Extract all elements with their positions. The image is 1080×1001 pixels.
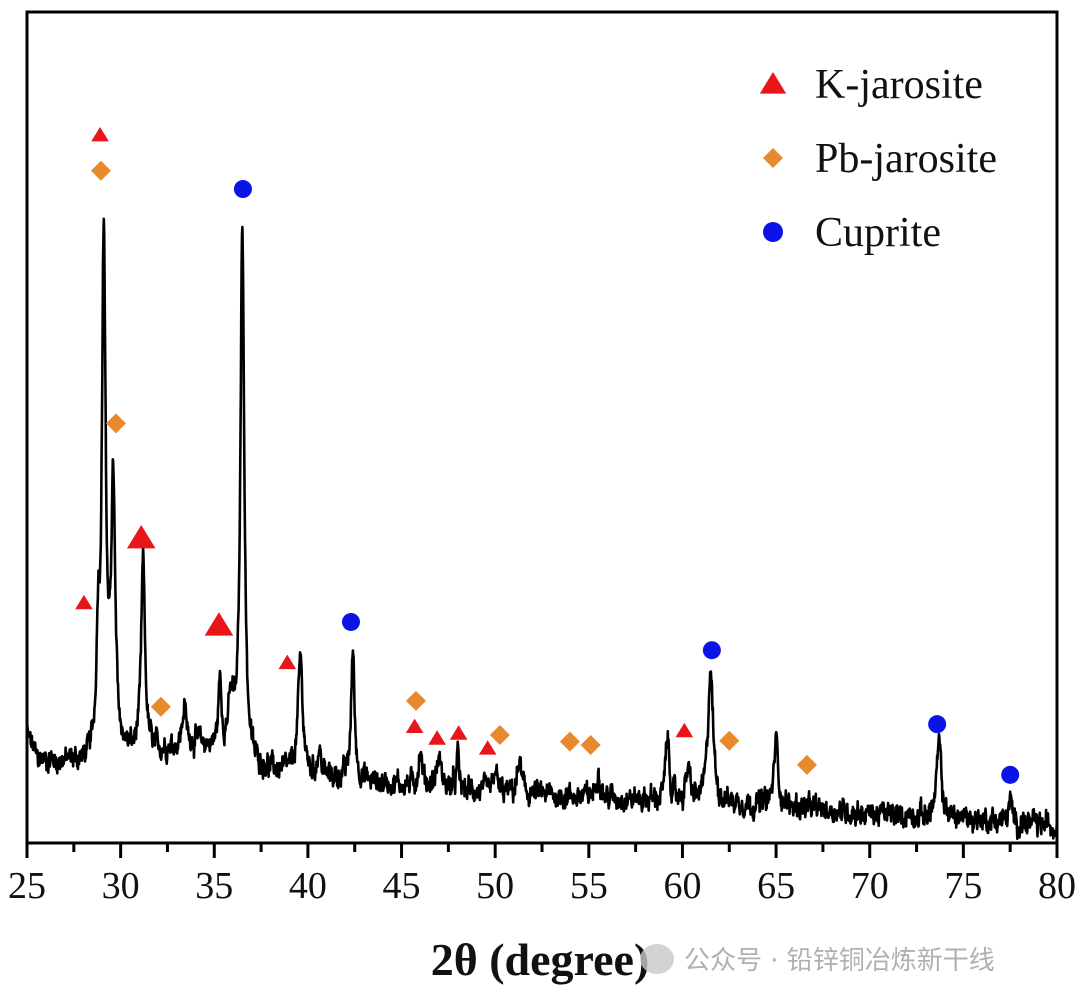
x-tick-label: 80 <box>1038 865 1076 907</box>
pb-jarosite-marker <box>405 690 426 711</box>
k-jarosite-marker <box>478 740 497 755</box>
pb-jarosite-marker <box>150 696 171 717</box>
cuprite-marker <box>928 715 947 734</box>
x-tick-label: 40 <box>289 865 327 907</box>
k-jarosite-marker <box>204 612 234 636</box>
legend-item: K-jarosite <box>759 62 983 108</box>
pb-jarosite-marker <box>559 731 580 752</box>
x-tick-label: 30 <box>102 865 140 907</box>
watermark: 公众号 · 铅锌铜冶炼新干线 <box>640 940 995 977</box>
cuprite-marker <box>233 180 252 199</box>
pb-jarosite-marker <box>90 160 111 181</box>
k-jarosite-marker <box>405 718 424 734</box>
cuprite-marker <box>341 612 360 631</box>
k-jarosite-marker <box>428 730 446 745</box>
pb-jarosite-marker <box>580 734 601 755</box>
k-jarosite-marker <box>91 126 109 142</box>
legend-circle-icon <box>763 222 783 242</box>
k-jarosite-marker <box>75 594 93 610</box>
x-tick-label: 50 <box>476 865 514 907</box>
cuprite-marker <box>1001 765 1020 784</box>
xrd-pattern-line <box>25 217 1059 841</box>
pb-jarosite-marker <box>796 754 817 775</box>
x-tick-label: 70 <box>851 865 889 907</box>
cuprite-marker <box>702 641 721 660</box>
x-tick-label: 75 <box>944 865 982 907</box>
pb-jarosite-marker <box>719 730 740 751</box>
x-tick-label: 25 <box>8 865 46 907</box>
watermark-text: 公众号 · 铅锌铜冶炼新干线 <box>684 946 995 976</box>
k-jarosite-marker <box>675 722 694 738</box>
legend-item: Pb-jarosite <box>763 136 997 182</box>
wechat-icon <box>640 943 674 974</box>
pb-jarosite-marker <box>489 724 510 745</box>
legend-label: Pb-jarosite <box>815 136 997 182</box>
legend-triangle-icon <box>759 72 787 94</box>
legend-item: Cuprite <box>763 210 941 256</box>
x-tick-label: 60 <box>663 865 701 907</box>
x-tick-label: 35 <box>195 865 233 907</box>
x-axis-label: 2θ (degree) <box>431 934 650 985</box>
x-tick-label: 55 <box>570 865 608 907</box>
k-jarosite-marker <box>449 725 468 740</box>
x-tick-label: 65 <box>757 865 795 907</box>
legend-diamond-icon <box>763 148 783 168</box>
k-jarosite-marker <box>278 654 297 670</box>
legend-label: K-jarosite <box>815 62 983 108</box>
k-jarosite-marker <box>126 525 156 549</box>
legend-label: Cuprite <box>815 210 941 256</box>
pb-jarosite-marker <box>105 413 126 434</box>
x-tick-label: 45 <box>383 865 421 907</box>
